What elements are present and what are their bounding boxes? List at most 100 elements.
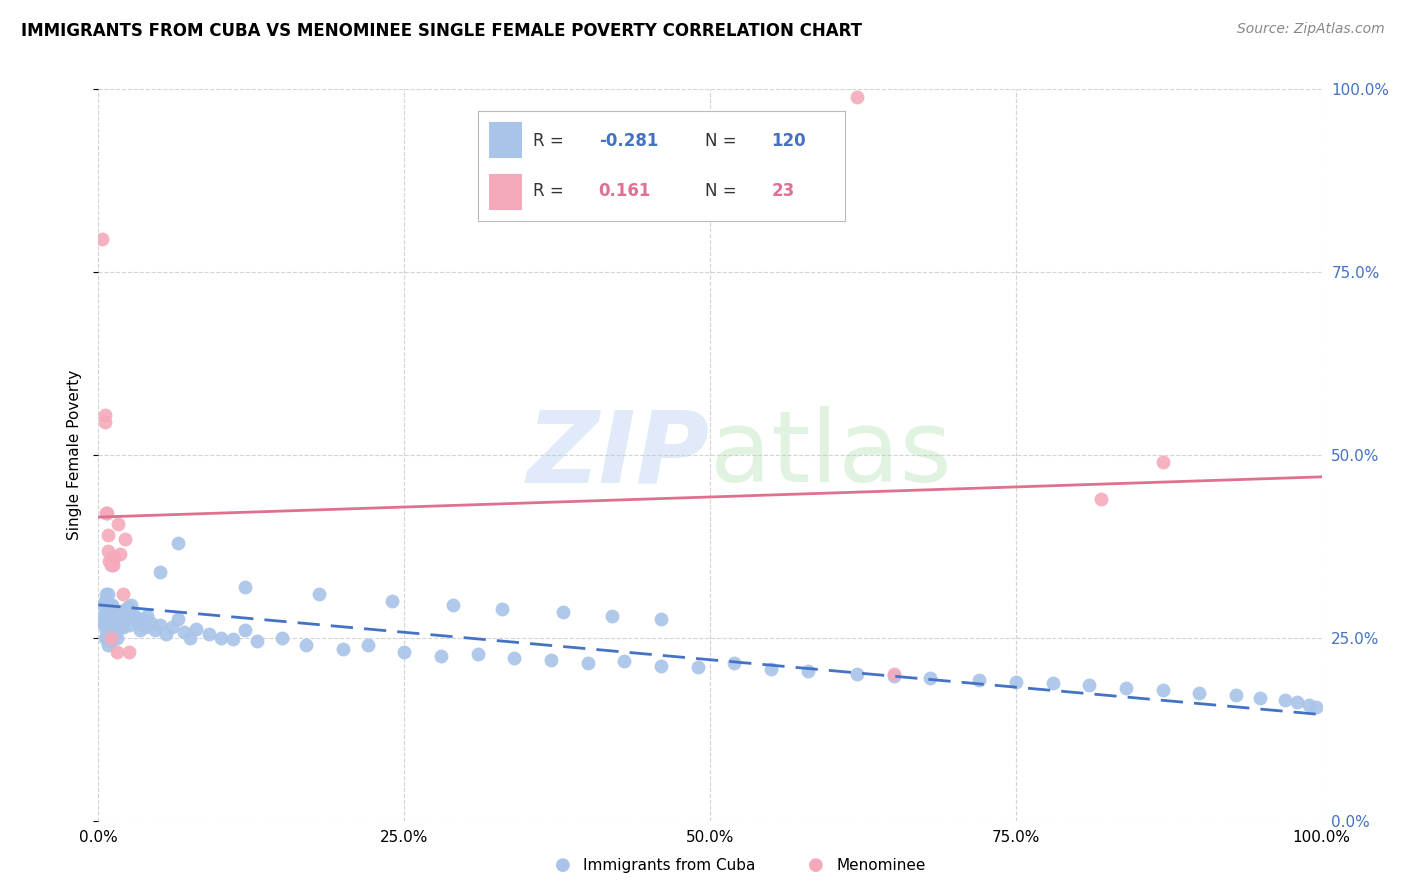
Point bbox=[108, 616, 131, 631]
Point bbox=[1152, 683, 1174, 698]
Point bbox=[797, 664, 820, 678]
Point bbox=[883, 667, 905, 681]
Point bbox=[967, 673, 990, 688]
Point bbox=[93, 415, 115, 429]
Point bbox=[107, 608, 129, 623]
Point bbox=[308, 587, 330, 601]
Point bbox=[167, 613, 190, 627]
Point bbox=[1274, 693, 1296, 707]
Point bbox=[96, 507, 118, 521]
Point bbox=[222, 632, 245, 647]
Point bbox=[100, 634, 122, 648]
Point bbox=[233, 624, 256, 638]
Point bbox=[1249, 690, 1271, 705]
Point bbox=[96, 631, 118, 645]
Point bbox=[441, 598, 464, 612]
Point bbox=[110, 617, 132, 632]
Point bbox=[503, 651, 526, 665]
Point bbox=[127, 616, 149, 631]
Point bbox=[149, 617, 172, 632]
Text: Menominee: Menominee bbox=[837, 858, 927, 872]
Point bbox=[270, 631, 294, 645]
Point bbox=[94, 507, 117, 521]
Text: R =: R = bbox=[533, 132, 568, 150]
Point bbox=[97, 613, 120, 627]
Point bbox=[723, 657, 745, 671]
Point bbox=[118, 617, 141, 632]
Point bbox=[650, 658, 672, 673]
Point bbox=[761, 661, 783, 675]
Point bbox=[120, 607, 142, 622]
Point bbox=[1188, 686, 1211, 700]
Point bbox=[124, 608, 146, 623]
Point bbox=[392, 645, 416, 659]
Point bbox=[1090, 491, 1112, 506]
Point bbox=[114, 603, 136, 617]
Point bbox=[98, 631, 121, 645]
Text: atlas: atlas bbox=[710, 407, 952, 503]
Point bbox=[540, 653, 562, 667]
Point bbox=[920, 671, 942, 685]
Point bbox=[107, 620, 129, 634]
Point bbox=[295, 638, 318, 652]
Point bbox=[553, 605, 575, 619]
Point bbox=[114, 532, 136, 546]
Point bbox=[467, 647, 489, 661]
Point bbox=[111, 587, 134, 601]
Point bbox=[110, 607, 132, 622]
Bar bbox=[489, 122, 522, 158]
Point bbox=[173, 624, 195, 639]
Point bbox=[98, 620, 121, 634]
Point bbox=[686, 660, 709, 674]
Point bbox=[111, 620, 134, 634]
Point bbox=[94, 587, 117, 601]
Point bbox=[1078, 678, 1101, 692]
Point bbox=[100, 598, 122, 612]
Point bbox=[101, 598, 124, 612]
Point bbox=[108, 605, 131, 619]
Point bbox=[381, 594, 404, 608]
Point bbox=[101, 551, 124, 566]
Point bbox=[356, 638, 378, 652]
Point bbox=[93, 631, 115, 645]
Text: R =: R = bbox=[533, 182, 568, 200]
Point bbox=[233, 580, 256, 594]
Point bbox=[101, 608, 124, 623]
Text: Immigrants from Cuba: Immigrants from Cuba bbox=[583, 858, 756, 872]
Point bbox=[97, 601, 120, 615]
Point bbox=[103, 613, 125, 627]
Point bbox=[1115, 681, 1137, 695]
Point bbox=[105, 607, 128, 622]
Point bbox=[91, 616, 114, 631]
Point bbox=[845, 667, 868, 681]
Point bbox=[100, 631, 122, 645]
Point bbox=[112, 613, 135, 627]
Point bbox=[111, 604, 134, 618]
Point bbox=[246, 634, 269, 648]
Point bbox=[101, 605, 124, 619]
Point bbox=[105, 631, 128, 645]
Point bbox=[117, 600, 139, 615]
Point bbox=[93, 616, 115, 631]
Point bbox=[111, 615, 134, 629]
Point bbox=[1004, 674, 1026, 689]
Point bbox=[96, 608, 118, 623]
Point bbox=[139, 616, 162, 631]
Point bbox=[100, 610, 122, 624]
Point bbox=[1298, 698, 1320, 712]
Point bbox=[104, 624, 127, 639]
Point bbox=[179, 631, 201, 645]
Text: Source: ZipAtlas.com: Source: ZipAtlas.com bbox=[1237, 22, 1385, 37]
Text: ZIP: ZIP bbox=[527, 407, 710, 503]
Point bbox=[197, 627, 219, 641]
Point bbox=[105, 620, 128, 634]
Point bbox=[97, 624, 120, 638]
Point bbox=[96, 598, 118, 612]
Point bbox=[1286, 695, 1309, 709]
Point bbox=[883, 669, 905, 683]
Point bbox=[1225, 688, 1247, 702]
Point bbox=[93, 594, 115, 608]
Point bbox=[129, 624, 152, 638]
Point bbox=[1042, 676, 1064, 690]
Point bbox=[100, 558, 122, 572]
